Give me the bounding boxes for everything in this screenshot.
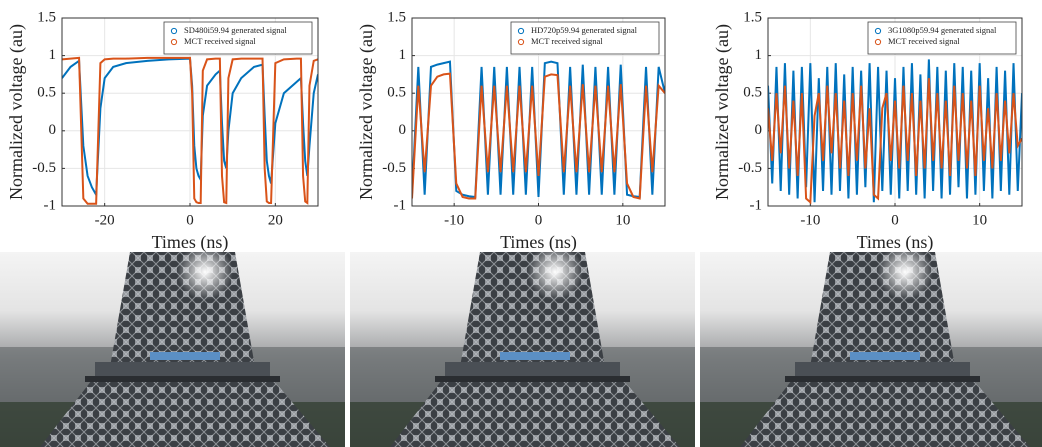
- y-tick-label: 0.5: [37, 85, 56, 101]
- y-tick-label: -1: [750, 197, 763, 213]
- photo: [350, 244, 695, 447]
- x-tick-label: 0: [535, 212, 543, 228]
- y-tick-label: 0: [755, 122, 763, 138]
- legend-box: [510, 21, 660, 55]
- y-tick-label: 1.5: [387, 9, 406, 25]
- legend-label: SD480i59.94 generated signal: [184, 25, 287, 35]
- plot-frame: [411, 17, 666, 207]
- legend-marker: [170, 38, 178, 46]
- y-tick-label: -0.5: [382, 160, 406, 176]
- legend-box: [867, 21, 1017, 55]
- x-tick-label: 0: [186, 212, 194, 228]
- y-tick-label: 1: [49, 47, 57, 63]
- legend-marker: [874, 38, 882, 46]
- y-tick-label: 1.5: [743, 9, 762, 25]
- series-line: [768, 78, 1022, 205]
- legend-marker: [517, 38, 525, 46]
- y-tick-label: -0.5: [32, 160, 56, 176]
- legend-label: MCT received signal: [531, 36, 603, 46]
- photo: [700, 244, 1042, 447]
- plot-frame: [61, 17, 319, 207]
- legend-label: MCT received signal: [888, 36, 960, 46]
- y-tick-label: 0: [399, 122, 407, 138]
- y-axis-label: Normalized voltage (au): [712, 24, 733, 200]
- y-tick-label: 1.5: [37, 9, 56, 25]
- legend-box: [163, 21, 313, 55]
- y-tick-label: -0.5: [738, 160, 762, 176]
- series-line: [412, 72, 665, 200]
- y-tick-label: 1: [755, 47, 763, 63]
- photo: [0, 244, 345, 447]
- y-tick-label: 1: [399, 47, 407, 63]
- y-tick-label: 0.5: [743, 85, 762, 101]
- legend-marker: [874, 27, 882, 35]
- series-line: [768, 59, 1022, 203]
- x-axis-label: Times (ns): [857, 232, 934, 253]
- y-tick-label: 0.5: [387, 85, 406, 101]
- x-tick-label: -10: [444, 212, 464, 228]
- charts: -1 -0.5 0 0.5 1 1.5 -20 0 20 SD480i59.94 generate…: [6, 9, 1023, 253]
- x-tick-label: 10: [615, 212, 630, 228]
- x-axis-label: Times (ns): [152, 232, 229, 253]
- x-tick-label: 0: [891, 212, 899, 228]
- x-tick-label: -10: [800, 212, 820, 228]
- legend-label: MCT received signal: [184, 36, 256, 46]
- x-axis-label: Times (ns): [500, 232, 577, 253]
- plot-frame: [767, 17, 1023, 207]
- y-axis-label: Normalized voltage (au): [6, 24, 27, 200]
- y-tick-label: 0: [49, 122, 57, 138]
- x-tick-label: 20: [268, 212, 283, 228]
- y-tick-label: -1: [394, 197, 407, 213]
- legend-label: HD720p59.94 generated signal: [531, 25, 638, 35]
- y-axis-label: Normalized voltage (au): [356, 24, 377, 200]
- series-line: [62, 56, 318, 205]
- x-tick-label: 10: [972, 212, 987, 228]
- legend-marker: [170, 27, 178, 35]
- legend-marker: [517, 27, 525, 35]
- legend-label: 3G1080p59.94 generated signal: [888, 25, 997, 35]
- y-tick-label: -1: [44, 197, 57, 213]
- x-tick-label: -20: [95, 212, 115, 228]
